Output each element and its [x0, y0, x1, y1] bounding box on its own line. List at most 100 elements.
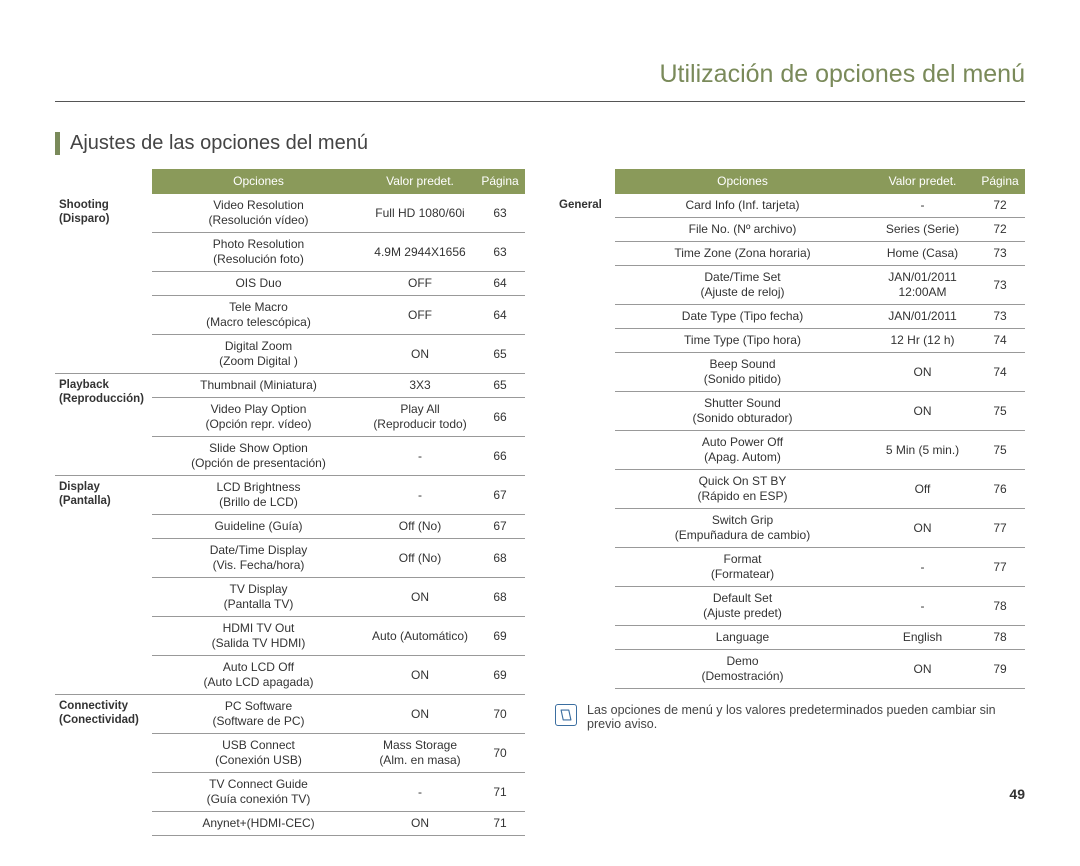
page-number: 49: [1009, 786, 1025, 802]
default-value-cell: Play All(Reproducir todo): [365, 398, 475, 437]
content-columns: Opciones Valor predet. Página Shooting(D…: [55, 169, 1025, 836]
default-value-cell: ON: [870, 353, 975, 392]
page-ref-cell: 72: [975, 218, 1025, 242]
page-ref-cell: 68: [475, 578, 525, 617]
table-header-default: Valor predet.: [870, 169, 975, 194]
table-header-page: Página: [975, 169, 1025, 194]
default-value-cell: OFF: [365, 296, 475, 335]
option-cell: Demo(Demostración): [615, 650, 870, 689]
default-value-cell: ON: [365, 578, 475, 617]
section-title: Ajustes de las opciones del menú: [55, 132, 1025, 155]
page-ref-cell: 67: [475, 515, 525, 539]
option-cell: Default Set(Ajuste predet): [615, 587, 870, 626]
footnote: Las opciones de menú y los valores prede…: [555, 703, 1025, 731]
option-cell: HDMI TV Out(Salida TV HDMI): [152, 617, 365, 656]
note-icon: [555, 704, 577, 726]
option-cell: Date/Time Set(Ajuste de reloj): [615, 266, 870, 305]
default-value-cell: Auto (Automático): [365, 617, 475, 656]
page-ref-cell: 75: [975, 392, 1025, 431]
option-cell: Guideline (Guía): [152, 515, 365, 539]
default-value-cell: Home (Casa): [870, 242, 975, 266]
table-header-blank: [55, 169, 152, 194]
default-value-cell: ON: [365, 335, 475, 374]
page-ref-cell: 65: [475, 335, 525, 374]
option-cell: Auto Power Off(Apag. Autom): [615, 431, 870, 470]
page-ref-cell: 71: [475, 773, 525, 812]
option-cell: Language: [615, 626, 870, 650]
option-cell: Card Info (Inf. tarjeta): [615, 194, 870, 218]
option-cell: Digital Zoom(Zoom Digital ): [152, 335, 365, 374]
option-cell: Shutter Sound(Sonido obturador): [615, 392, 870, 431]
default-value-cell: JAN/01/201112:00AM: [870, 266, 975, 305]
option-cell: Date Type (Tipo fecha): [615, 305, 870, 329]
options-table-right: Opciones Valor predet. Página GeneralCar…: [555, 169, 1025, 689]
page-ref-cell: 74: [975, 353, 1025, 392]
page-ref-cell: 73: [975, 242, 1025, 266]
table-header-page: Página: [475, 169, 525, 194]
default-value-cell: ON: [870, 650, 975, 689]
default-value-cell: -: [870, 194, 975, 218]
default-value-cell: ON: [870, 509, 975, 548]
category-cell: Shooting(Disparo): [55, 194, 152, 374]
category-cell: Display(Pantalla): [55, 476, 152, 695]
page-ref-cell: 72: [975, 194, 1025, 218]
page-ref-cell: 77: [975, 509, 1025, 548]
default-value-cell: Off: [870, 470, 975, 509]
option-cell: Time Zone (Zona horaria): [615, 242, 870, 266]
option-cell: Video Play Option(Opción repr. vídeo): [152, 398, 365, 437]
option-cell: Quick On ST BY(Rápido en ESP): [615, 470, 870, 509]
default-value-cell: Mass Storage(Alm. en masa): [365, 734, 475, 773]
default-value-cell: Full HD 1080/60i: [365, 194, 475, 233]
table-header-options: Opciones: [152, 169, 365, 194]
default-value-cell: 4.9M 2944X1656: [365, 233, 475, 272]
category-cell: Connectivity(Conectividad): [55, 695, 152, 836]
page-ref-cell: 71: [475, 812, 525, 836]
option-cell: LCD Brightness(Brillo de LCD): [152, 476, 365, 515]
default-value-cell: OFF: [365, 272, 475, 296]
page-title: Utilización de opciones del menú: [55, 60, 1025, 102]
default-value-cell: ON: [365, 812, 475, 836]
page-ref-cell: 66: [475, 398, 525, 437]
page-ref-cell: 67: [475, 476, 525, 515]
default-value-cell: 5 Min (5 min.): [870, 431, 975, 470]
default-value-cell: -: [365, 773, 475, 812]
page-ref-cell: 73: [975, 305, 1025, 329]
page-ref-cell: 64: [475, 296, 525, 335]
page-ref-cell: 70: [475, 695, 525, 734]
option-cell: Date/Time Display(Vis. Fecha/hora): [152, 539, 365, 578]
table-header-default: Valor predet.: [365, 169, 475, 194]
option-cell: TV Connect Guide(Guía conexión TV): [152, 773, 365, 812]
option-cell: PC Software(Software de PC): [152, 695, 365, 734]
page-ref-cell: 78: [975, 587, 1025, 626]
option-cell: USB Connect(Conexión USB): [152, 734, 365, 773]
default-value-cell: English: [870, 626, 975, 650]
default-value-cell: -: [365, 437, 475, 476]
right-column: Opciones Valor predet. Página GeneralCar…: [555, 169, 1025, 836]
page-ref-cell: 75: [975, 431, 1025, 470]
option-cell: OIS Duo: [152, 272, 365, 296]
page-ref-cell: 63: [475, 233, 525, 272]
category-cell: General: [555, 194, 615, 689]
page-ref-cell: 74: [975, 329, 1025, 353]
default-value-cell: Off (No): [365, 515, 475, 539]
option-cell: Anynet+(HDMI-CEC): [152, 812, 365, 836]
option-cell: Switch Grip(Empuñadura de cambio): [615, 509, 870, 548]
options-table-left: Opciones Valor predet. Página Shooting(D…: [55, 169, 525, 836]
option-cell: Auto LCD Off(Auto LCD apagada): [152, 656, 365, 695]
default-value-cell: 3X3: [365, 374, 475, 398]
page-ref-cell: 69: [475, 656, 525, 695]
option-cell: Tele Macro(Macro telescópica): [152, 296, 365, 335]
page-ref-cell: 63: [475, 194, 525, 233]
default-value-cell: JAN/01/2011: [870, 305, 975, 329]
default-value-cell: -: [870, 548, 975, 587]
option-cell: Format(Formatear): [615, 548, 870, 587]
left-column: Opciones Valor predet. Página Shooting(D…: [55, 169, 525, 836]
option-cell: Beep Sound(Sonido pitido): [615, 353, 870, 392]
default-value-cell: 12 Hr (12 h): [870, 329, 975, 353]
option-cell: Photo Resolution(Resolución foto): [152, 233, 365, 272]
option-cell: Slide Show Option(Opción de presentación…: [152, 437, 365, 476]
default-value-cell: ON: [365, 656, 475, 695]
page-ref-cell: 77: [975, 548, 1025, 587]
default-value-cell: Series (Serie): [870, 218, 975, 242]
page-ref-cell: 68: [475, 539, 525, 578]
